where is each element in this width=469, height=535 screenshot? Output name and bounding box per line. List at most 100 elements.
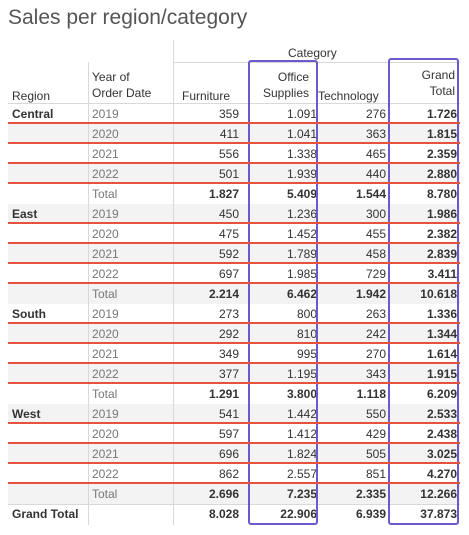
year-cell: Total [92,187,118,201]
office-supplies-cell: 1.236 [286,207,317,221]
red-underline [8,342,460,344]
red-underline [8,282,460,284]
table-row: East 2019 450 1.236 300 1.986 [8,204,460,224]
table-row: West 2019 541 1.442 550 2.533 [8,404,460,424]
technology-cell: 2.335 [355,487,386,501]
table-row: 2022 377 1.195 343 1.915 [8,364,460,384]
office-supplies-cell: 3.800 [286,387,317,401]
red-underline [8,122,460,124]
office-header-line1: Office [277,70,309,84]
table-row: South 2019 273 800 263 1.336 [8,304,460,324]
table-row: 2020 292 810 242 1.344 [8,324,460,344]
table-row: 2020 475 1.452 455 2.382 [8,224,460,244]
technology-cell: 440 [365,167,386,181]
furniture-cell: 273 [218,307,239,321]
year-header: Year of Order Date [92,69,151,101]
grand-total-cell: 37.873 [420,507,457,521]
office-supplies-cell: 7.235 [286,487,317,501]
furniture-cell: 501 [218,167,239,181]
table-row: 2021 592 1.789 458 2.839 [8,244,460,264]
office-supplies-cell: 1.041 [286,127,317,141]
red-underline [8,162,460,164]
subtotal-row: Total 1.291 3.800 1.118 6.209 [8,384,460,404]
technology-cell: 465 [365,147,386,161]
office-supplies-cell: 2.557 [286,467,317,481]
technology-cell: 242 [365,327,386,341]
region-cell: South [12,307,46,321]
office-supplies-cell: 1.412 [286,427,317,441]
office-supplies-cell: 1.452 [286,227,317,241]
header-bottom-border [8,103,460,104]
year-cell: 2020 [92,327,119,341]
technology-cell: 429 [365,427,386,441]
year-cell: Total [92,287,118,301]
year-cell: 2019 [92,107,119,121]
office-supplies-cell: 1.195 [286,367,317,381]
grand-total-cell: 3.411 [427,267,457,281]
technology-cell: 505 [365,447,386,461]
office-supplies-cell: 800 [296,307,317,321]
year-cell: 2022 [92,367,119,381]
technology-cell: 455 [365,227,386,241]
subtotal-row: Total 2.214 6.462 1.942 10.618 [8,284,460,304]
table-row: 2021 349 995 270 1.614 [8,344,460,364]
table-row: 2021 556 1.338 465 2.359 [8,144,460,164]
table-row: 2020 411 1.041 363 1.815 [8,124,460,144]
office-supplies-cell: 1.789 [286,247,317,261]
furniture-cell: 696 [218,447,239,461]
technology-cell: 343 [365,367,386,381]
grand-total-cell: 2.533 [426,407,457,421]
year-cell: 2021 [92,147,119,161]
technology-cell: 270 [365,347,386,361]
red-underline [8,322,460,324]
furniture-cell: 8.028 [208,507,239,521]
grand-total-row: Grand Total 8.028 22.906 6.939 37.873 [8,504,460,524]
red-underline [8,222,460,224]
office-supplies-highlight-box [248,60,318,525]
technology-cell: 1.942 [355,287,386,301]
technology-cell: 300 [365,207,386,221]
office-supplies-cell: 22.906 [280,507,317,521]
red-underline [8,262,460,264]
office-supplies-cell: 5.409 [286,187,317,201]
technology-cell: 851 [365,467,386,481]
grand-total-cell: 10.618 [420,287,457,301]
grand-header-line1: Grand [421,68,455,82]
office-supplies-header: Office Supplies [255,69,309,101]
furniture-cell: 377 [218,367,239,381]
red-underline [8,142,460,144]
year-cell: 2019 [92,307,119,321]
grand-total-cell: 1.336 [426,307,457,321]
year-cell: 2022 [92,267,119,281]
technology-cell: 550 [365,407,386,421]
office-supplies-cell: 1.939 [286,167,317,181]
office-supplies-cell: 1.091 [286,107,317,121]
year-cell: 2022 [92,467,119,481]
office-supplies-cell: 1.442 [286,407,317,421]
grand-total-cell: 1.614 [426,347,457,361]
technology-cell: 1.118 [356,387,386,401]
grand-total-top-border [8,504,460,505]
office-header-line2: Supplies [262,86,309,100]
grand-total-cell: 8.780 [426,187,457,201]
year-cell: 2019 [92,407,119,421]
region-cell: East [12,207,38,221]
technology-header: Technology [318,89,379,103]
year-cell: Total [92,387,118,401]
year-cell: 2020 [92,427,119,441]
grand-total-cell: 1.915 [426,367,457,381]
region-cell: West [12,407,41,421]
furniture-cell: 592 [218,247,239,261]
year-cell: 2020 [92,227,119,241]
table-row: 2022 862 2.557 851 4.270 [8,464,460,484]
furniture-cell: 359 [218,107,239,121]
office-supplies-cell: 1.824 [286,447,317,461]
office-supplies-cell: 810 [296,327,317,341]
table-row: 2020 597 1.412 429 2.438 [8,424,460,444]
subtotal-row: Total 2.696 7.235 2.335 12.266 [8,484,460,504]
grand-total-cell: 6.209 [426,387,457,401]
year-cell: 2022 [92,167,119,181]
category-header: Category [288,46,337,60]
grand-total-cell: 2.438 [426,427,457,441]
year-cell: Total [92,487,118,501]
